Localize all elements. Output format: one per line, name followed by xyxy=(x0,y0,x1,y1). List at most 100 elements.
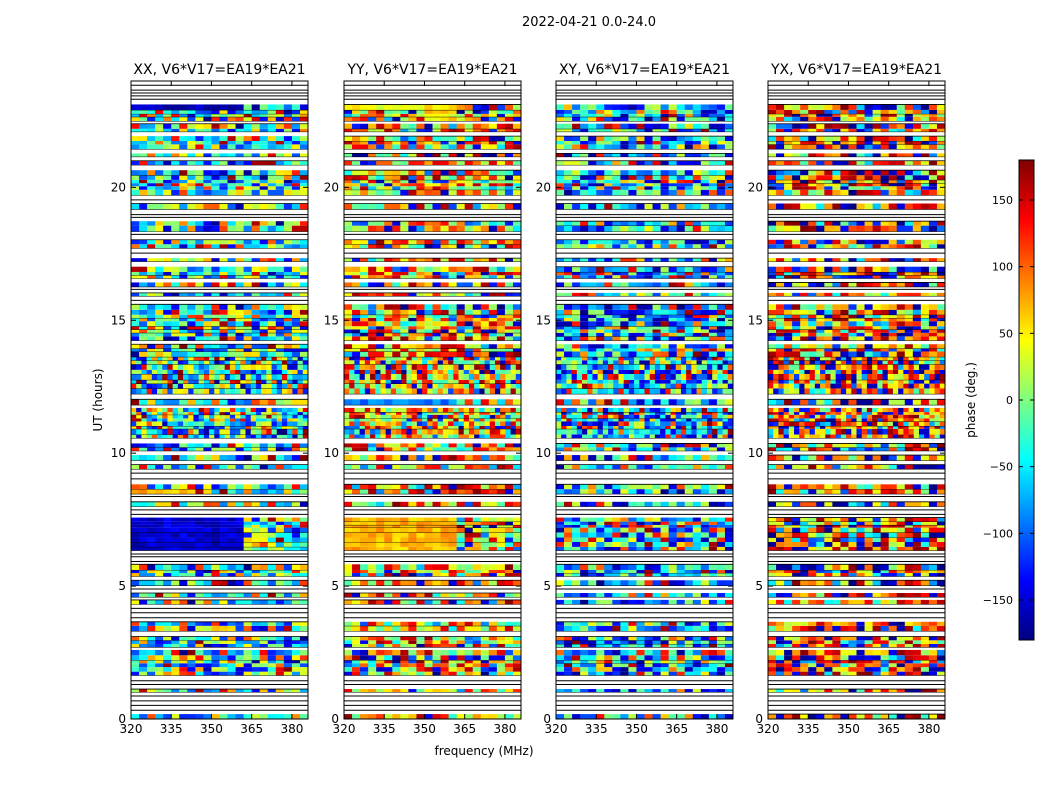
phase-cell xyxy=(171,348,180,352)
phase-cell xyxy=(400,275,409,279)
phase-cell xyxy=(276,373,283,380)
phase-cell xyxy=(408,517,417,522)
phase-cell xyxy=(183,412,189,415)
phase-cell xyxy=(564,649,573,656)
phase-cell xyxy=(400,573,409,577)
phase-cell xyxy=(219,524,228,528)
phase-cell xyxy=(131,373,137,380)
phase-cell xyxy=(432,116,441,122)
phase-cell xyxy=(203,109,212,114)
phase-cell xyxy=(235,546,245,551)
phase-cell xyxy=(472,183,482,187)
phase-cell xyxy=(370,412,376,415)
phase-cell xyxy=(131,418,137,422)
phase-cell xyxy=(171,625,180,632)
phase-cell xyxy=(484,418,491,422)
phase-cell xyxy=(131,421,137,427)
phase-cell xyxy=(359,360,366,365)
phase-cell xyxy=(604,663,613,668)
phase-cell xyxy=(456,244,466,249)
phase-cell xyxy=(440,643,449,648)
phase-cell xyxy=(243,292,253,296)
phase-cell xyxy=(177,373,184,380)
phase-cell xyxy=(504,573,514,577)
phase-cell xyxy=(416,564,425,570)
phase-cell xyxy=(155,517,164,522)
phase-cell xyxy=(267,170,277,176)
phase-cell xyxy=(219,517,228,522)
phase-cell xyxy=(235,244,245,249)
phase-cell xyxy=(408,314,417,318)
phase-cell xyxy=(464,348,474,352)
phase-cell xyxy=(163,203,172,210)
phase-cell xyxy=(162,379,168,384)
phase-cell xyxy=(240,373,246,380)
phase-cell xyxy=(489,379,496,384)
phase-cell xyxy=(172,414,179,419)
phase-cell xyxy=(267,239,277,245)
phase-cell xyxy=(456,271,466,276)
phase-cell xyxy=(368,123,377,129)
phase-cell xyxy=(195,123,204,129)
phase-cell xyxy=(488,527,498,533)
phase-cell xyxy=(243,399,253,405)
phase-cell xyxy=(496,113,506,117)
phase-cell xyxy=(291,573,301,577)
phase-cell xyxy=(229,414,236,419)
phase-cell xyxy=(456,239,466,245)
phase-cell xyxy=(203,592,212,597)
phase-cell xyxy=(392,399,401,405)
phase-cell xyxy=(267,569,277,574)
phase-cell xyxy=(276,426,283,429)
phase-cell xyxy=(227,109,236,114)
phase-cell xyxy=(370,421,376,427)
phase-cell xyxy=(193,434,200,439)
phase-cell xyxy=(416,360,423,365)
phase-cell xyxy=(376,183,385,187)
phase-cell xyxy=(480,221,490,226)
phase-cell xyxy=(384,636,393,641)
phase-cell xyxy=(515,414,521,419)
phase-cell xyxy=(211,225,220,232)
phase-cell xyxy=(211,655,220,661)
phase-cell xyxy=(275,351,285,357)
phase-cell xyxy=(131,689,140,693)
phase-cell xyxy=(240,379,246,384)
phase-cell xyxy=(227,183,236,187)
phase-cell xyxy=(243,532,253,538)
phase-cell xyxy=(299,186,308,190)
phase-cell xyxy=(360,524,369,528)
phase-cell xyxy=(390,407,397,413)
phase-cell xyxy=(464,592,474,597)
phase-cell xyxy=(424,183,433,187)
phase-cell xyxy=(219,153,228,157)
phase-cell xyxy=(416,521,425,525)
phase-cell xyxy=(480,275,490,279)
phase-cell xyxy=(155,689,164,693)
phase-cell xyxy=(283,569,293,574)
phase-cell xyxy=(652,655,661,661)
phase-cell xyxy=(448,501,458,507)
phase-cell xyxy=(131,123,140,129)
phase-cell xyxy=(375,356,381,361)
phase-cell xyxy=(259,484,269,490)
phase-cell xyxy=(195,351,204,357)
phase-cell xyxy=(267,326,277,330)
phase-cell xyxy=(235,109,245,114)
phase-cell xyxy=(211,542,220,547)
phase-cell xyxy=(349,356,355,361)
phase-cell xyxy=(267,667,277,672)
phase-cell xyxy=(401,379,407,384)
phase-cell xyxy=(291,714,301,719)
phase-cell xyxy=(359,383,366,389)
phase-cell xyxy=(396,426,402,429)
phase-cell xyxy=(211,266,220,272)
phase-cell xyxy=(488,592,498,597)
phase-cell xyxy=(131,660,140,664)
phase-cell xyxy=(203,388,210,394)
phase-cell xyxy=(235,537,245,543)
phase-cell xyxy=(136,369,142,374)
phase-cell xyxy=(352,186,361,190)
phase-cell xyxy=(368,636,377,641)
phase-cell xyxy=(167,360,174,365)
